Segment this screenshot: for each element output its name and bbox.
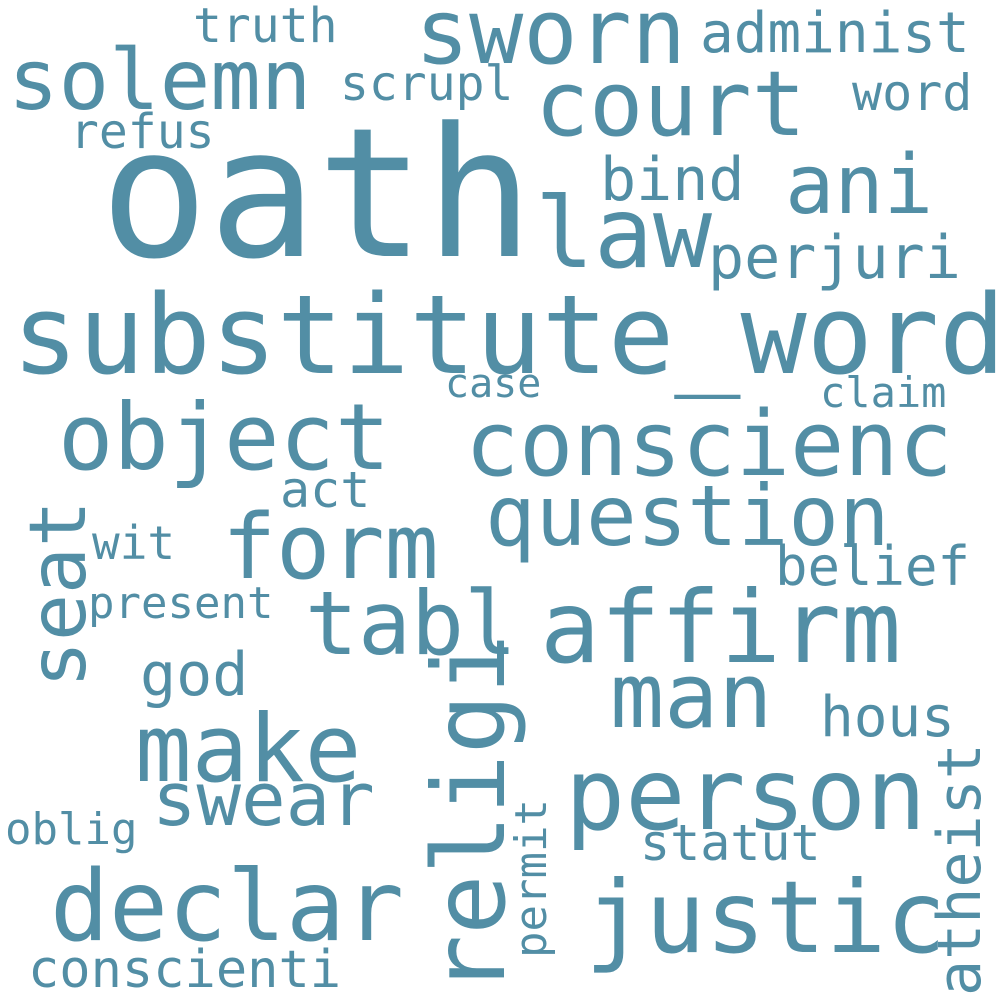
- word-solemn: solemn: [8, 31, 312, 129]
- word-act: act: [280, 461, 371, 519]
- word-court: court: [535, 52, 806, 157]
- word-oath: oath: [100, 90, 534, 299]
- word-conscienti: conscienti: [28, 940, 342, 1000]
- word-sworn: sworn: [415, 0, 686, 85]
- word-justic: justic: [585, 859, 947, 976]
- word-question: question: [485, 467, 890, 565]
- word-person: person: [565, 736, 927, 853]
- word-tabl: tabl: [305, 572, 517, 675]
- word-man: man: [610, 644, 773, 749]
- word-belief: belief: [775, 535, 971, 598]
- word-law: law: [535, 177, 713, 291]
- word-wit: wit: [92, 516, 176, 570]
- word-statut: statut: [640, 814, 821, 872]
- word-affirm: affirm: [540, 569, 902, 686]
- word-religi: religi: [411, 633, 528, 995]
- word-swear: swear: [152, 757, 375, 843]
- word-declar: declar: [50, 850, 405, 964]
- word-atheist: atheist: [925, 743, 995, 996]
- word-seat: seat: [14, 500, 104, 688]
- word-present: present: [88, 578, 274, 629]
- word-perjuri: perjuri: [708, 223, 961, 293]
- word-bind: bind: [600, 145, 745, 215]
- word-scrupl: scrupl: [340, 56, 514, 112]
- word-conscienc: conscienc: [465, 392, 953, 497]
- word-ani: ani: [785, 138, 934, 233]
- word-form: form: [222, 495, 439, 600]
- word-case: case: [445, 361, 542, 407]
- word-oblig: oblig: [5, 804, 138, 855]
- word-object: object: [58, 384, 391, 491]
- word-truth: truth: [193, 0, 338, 54]
- word-refus: refus: [70, 104, 215, 160]
- word-claim: claim: [820, 368, 947, 417]
- word-god: god: [140, 640, 249, 710]
- word-word: word: [852, 64, 973, 122]
- word-permit: permit: [506, 799, 557, 958]
- word-make: make: [135, 695, 362, 804]
- word-substitute-word: substitute_word: [12, 271, 1000, 399]
- word-hous: hous: [820, 685, 955, 750]
- word-administ: administ: [700, 1, 970, 66]
